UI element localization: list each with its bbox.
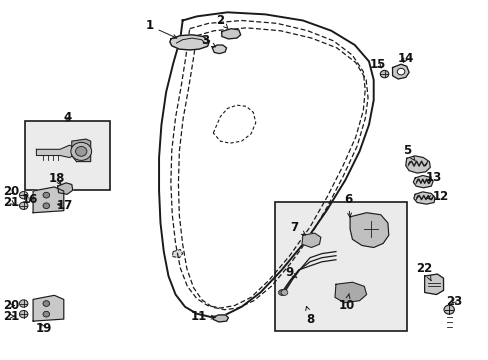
Text: 12: 12	[426, 190, 448, 203]
Text: 21: 21	[3, 310, 20, 323]
Circle shape	[380, 71, 388, 78]
Polygon shape	[33, 295, 63, 321]
Circle shape	[278, 289, 285, 295]
Text: 20: 20	[3, 185, 20, 198]
Polygon shape	[392, 64, 408, 79]
Polygon shape	[412, 176, 432, 188]
Circle shape	[76, 147, 87, 156]
Polygon shape	[58, 183, 73, 194]
Polygon shape	[169, 35, 209, 50]
Text: 6: 6	[344, 193, 352, 217]
Circle shape	[20, 310, 28, 318]
Text: 14: 14	[397, 52, 413, 65]
Polygon shape	[424, 274, 443, 294]
Circle shape	[20, 192, 28, 199]
Circle shape	[43, 203, 49, 209]
Polygon shape	[212, 45, 226, 54]
Polygon shape	[349, 213, 388, 247]
Polygon shape	[222, 29, 240, 39]
Polygon shape	[413, 192, 434, 204]
Text: 10: 10	[338, 293, 354, 312]
Text: 19: 19	[35, 322, 52, 335]
Text: 15: 15	[368, 58, 385, 71]
Circle shape	[443, 305, 453, 314]
Circle shape	[43, 301, 49, 306]
Text: 4: 4	[63, 111, 71, 124]
Polygon shape	[302, 233, 320, 247]
Circle shape	[279, 289, 286, 295]
Text: 11: 11	[191, 310, 215, 323]
Circle shape	[281, 289, 287, 295]
Text: 20: 20	[3, 299, 20, 312]
Polygon shape	[172, 249, 183, 258]
Polygon shape	[405, 156, 429, 173]
Circle shape	[43, 311, 49, 317]
Polygon shape	[33, 187, 63, 213]
Text: 21: 21	[3, 196, 20, 209]
Circle shape	[396, 68, 404, 75]
Circle shape	[43, 192, 49, 198]
Text: 17: 17	[57, 199, 73, 212]
Text: 16: 16	[22, 193, 39, 206]
Bar	[274, 202, 406, 331]
Text: 3: 3	[201, 34, 215, 47]
Text: 7: 7	[290, 221, 305, 235]
Bar	[24, 121, 109, 190]
Polygon shape	[213, 315, 228, 322]
Text: 9: 9	[285, 266, 296, 279]
Text: 23: 23	[445, 295, 461, 308]
Text: 13: 13	[425, 171, 441, 184]
Circle shape	[71, 142, 91, 160]
Text: 8: 8	[305, 306, 314, 326]
Circle shape	[20, 202, 28, 210]
Text: 22: 22	[416, 262, 432, 280]
Text: 5: 5	[402, 144, 414, 161]
Text: 18: 18	[48, 172, 65, 185]
Polygon shape	[334, 282, 366, 303]
Text: 2: 2	[216, 14, 227, 28]
Polygon shape	[72, 139, 90, 162]
Text: 1: 1	[145, 19, 176, 38]
Polygon shape	[36, 145, 74, 158]
Circle shape	[20, 300, 28, 307]
